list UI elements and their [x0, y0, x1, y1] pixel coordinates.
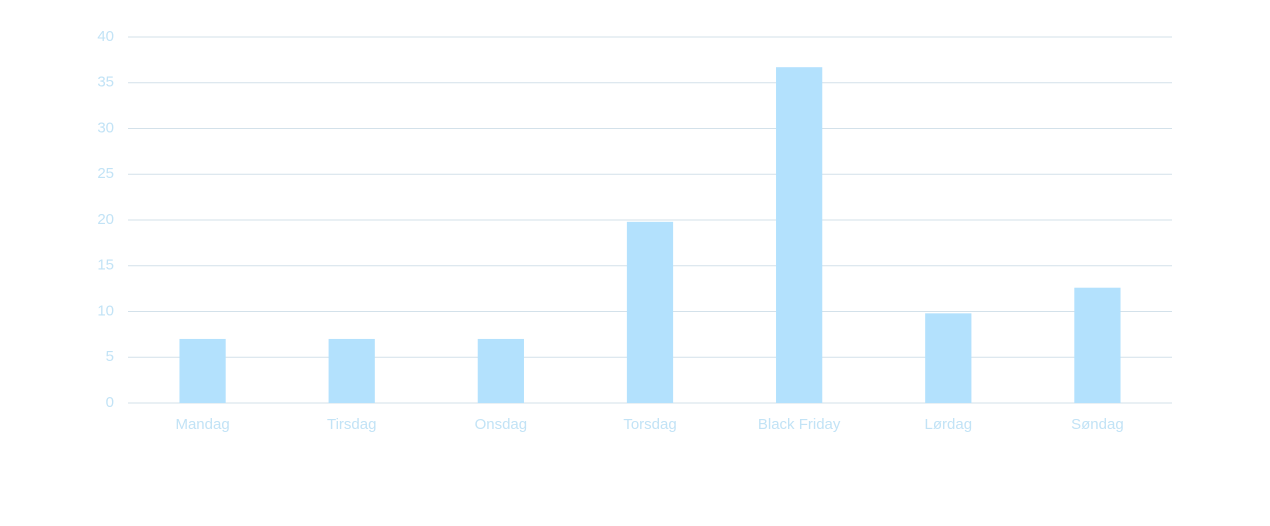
bar [1074, 287, 1121, 403]
y-tick-label: 5 [106, 348, 114, 365]
x-tick-label: Onsdag [475, 416, 528, 433]
y-tick-label: 35 [97, 74, 114, 91]
bar [477, 338, 524, 403]
bar [776, 67, 823, 403]
y-tick-label: 40 [97, 28, 114, 45]
y-tick-label: 25 [97, 165, 114, 182]
y-tick-label: 15 [97, 257, 114, 274]
bar [925, 313, 972, 403]
y-tick-label: 30 [97, 119, 114, 136]
bar [626, 221, 674, 403]
y-tick-label: 0 [106, 394, 114, 411]
x-tick-label: Mandag [175, 416, 229, 433]
x-tick-label: Black Friday [758, 416, 841, 433]
x-tick-label: Søndag [1071, 416, 1124, 433]
y-tick-label: 20 [97, 211, 114, 228]
y-tick-label: 10 [97, 302, 114, 319]
x-tick-label: Tirsdag [327, 416, 376, 433]
bar [179, 338, 226, 403]
x-tick-label: Lørdag [925, 416, 973, 433]
bar [328, 338, 375, 403]
x-tick-label: Torsdag [623, 416, 676, 433]
